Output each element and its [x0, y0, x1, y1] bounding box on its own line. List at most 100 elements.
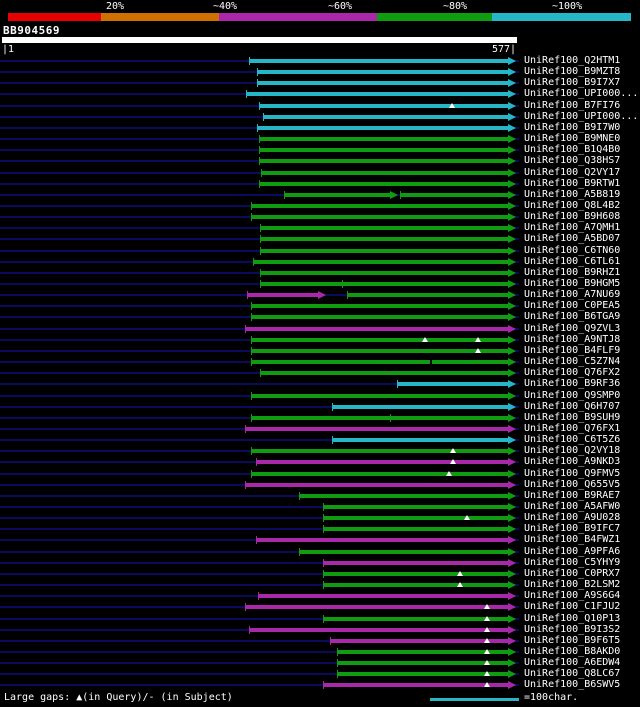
alignment-arrowhead-icon[interactable]: [508, 670, 516, 679]
alignment-bar[interactable]: [251, 335, 508, 344]
hit-label[interactable]: UniRef100_C6TN60: [524, 244, 621, 256]
hit-label[interactable]: UniRef100_B9RTW1: [524, 177, 621, 189]
alignment-bar[interactable]: [261, 168, 508, 177]
alignment-arrowhead-icon[interactable]: [508, 436, 516, 445]
hit-label[interactable]: UniRef100_B1Q4B0: [524, 144, 621, 156]
alignment-bar[interactable]: [337, 670, 508, 679]
alignment-bar[interactable]: [257, 79, 508, 88]
hit-label[interactable]: UniRef100_Q9FMV5: [524, 467, 621, 479]
hit-label[interactable]: UniRef100_A5AFW0: [524, 501, 621, 512]
alignment-bar[interactable]: [251, 413, 508, 422]
alignment-arrowhead-icon[interactable]: [508, 380, 516, 389]
hit-label[interactable]: UniRef100_Q2VY18: [524, 445, 621, 457]
alignment-arrowhead-icon[interactable]: [508, 179, 516, 188]
hit-label[interactable]: UniRef100_Q8L4B2: [524, 199, 621, 211]
hit-label[interactable]: UniRef100_B9HGM5: [524, 278, 621, 289]
alignment-arrowhead-icon[interactable]: [508, 280, 516, 288]
hit-label[interactable]: UniRef100_B9MNE0: [524, 133, 621, 145]
hit-label[interactable]: UniRef100_B9MZT8: [524, 66, 621, 78]
hit-label[interactable]: UniRef100_C1FJU2: [524, 601, 621, 613]
hit-label[interactable]: UniRef100_Q9SMP0: [524, 389, 621, 401]
alignment-bar[interactable]: [251, 469, 508, 478]
hit-label[interactable]: UniRef100_B9RAE7: [524, 489, 621, 501]
alignment-bar[interactable]: [257, 123, 508, 132]
hit-label[interactable]: UniRef100_B9SUH9: [524, 411, 621, 423]
hit-label[interactable]: UniRef100_Q9ZVL3: [524, 322, 621, 334]
alignment-bar[interactable]: [259, 146, 508, 155]
alignment-arrowhead-icon[interactable]: [508, 447, 516, 456]
hit-label[interactable]: UniRef100_UPI000...: [524, 110, 639, 122]
alignment-bar[interactable]: [323, 558, 508, 567]
alignment-bar[interactable]: [245, 603, 508, 612]
alignment-arrowhead-icon[interactable]: [508, 614, 516, 623]
alignment-arrowhead-icon[interactable]: [508, 291, 516, 300]
alignment-bar[interactable]: [251, 213, 508, 222]
hit-label[interactable]: UniRef100_C0PRX7: [524, 567, 621, 579]
alignment-bar[interactable]: [299, 491, 508, 500]
hit-label[interactable]: UniRef100_B9IFC7: [524, 523, 621, 535]
hit-label[interactable]: UniRef100_Q10P13: [524, 612, 621, 624]
hit-label[interactable]: UniRef100_C5YHY9: [524, 556, 621, 568]
alignment-bar[interactable]: [323, 514, 508, 523]
alignment-bar[interactable]: [323, 681, 508, 690]
alignment-arrowhead-icon[interactable]: [508, 603, 516, 612]
alignment-arrowhead-icon[interactable]: [508, 213, 516, 222]
alignment-arrowhead-icon[interactable]: [508, 503, 516, 511]
alignment-arrowhead-icon[interactable]: [508, 625, 516, 634]
alignment-arrowhead-icon[interactable]: [508, 469, 516, 478]
alignment-arrowhead-icon[interactable]: [508, 268, 516, 277]
hit-label[interactable]: UniRef100_Q8LC67: [524, 668, 621, 680]
alignment-bar[interactable]: [260, 224, 508, 233]
alignment-bar[interactable]: [299, 547, 508, 556]
alignment-arrowhead-icon[interactable]: [508, 592, 516, 601]
alignment-bar[interactable]: [247, 291, 318, 300]
alignment-bar[interactable]: [246, 90, 508, 99]
hit-label[interactable]: UniRef100_A9NKD3: [524, 456, 621, 468]
hit-label[interactable]: UniRef100_B9RHZ1: [524, 266, 621, 278]
alignment-bar[interactable]: [251, 447, 508, 456]
hit-label[interactable]: UniRef100_B9I7W0: [524, 121, 621, 133]
alignment-arrowhead-icon[interactable]: [508, 90, 516, 99]
hit-label[interactable]: UniRef100_A9S6G4: [524, 590, 621, 602]
alignment-arrowhead-icon[interactable]: [508, 659, 516, 668]
hit-label[interactable]: UniRef100_C5Z7N4: [524, 356, 621, 368]
alignment-bar[interactable]: [397, 380, 508, 389]
alignment-arrowhead-icon[interactable]: [508, 324, 516, 333]
alignment-bar[interactable]: [256, 458, 508, 467]
alignment-bar[interactable]: [249, 57, 508, 65]
alignment-arrowhead-icon[interactable]: [508, 313, 516, 322]
hit-label[interactable]: UniRef100_B6SWV5: [524, 679, 621, 691]
hit-label[interactable]: UniRef100_A9NTJ8: [524, 333, 621, 345]
hit-label[interactable]: UniRef100_Q2HTM1: [524, 55, 621, 66]
alignment-bar[interactable]: [337, 647, 508, 656]
alignment-arrowhead-icon[interactable]: [508, 257, 516, 266]
alignment-bar[interactable]: [332, 436, 508, 445]
alignment-arrowhead-icon[interactable]: [508, 424, 516, 433]
alignment-arrowhead-icon[interactable]: [508, 536, 516, 545]
alignment-arrowhead-icon[interactable]: [508, 57, 516, 65]
alignment-bar[interactable]: [284, 190, 390, 199]
alignment-bar[interactable]: [323, 614, 508, 623]
hit-label[interactable]: UniRef100_B4FWZ1: [524, 534, 621, 546]
alignment-bar[interactable]: [249, 625, 508, 634]
alignment-bar[interactable]: [323, 569, 508, 578]
hit-label[interactable]: UniRef100_B9RF36: [524, 378, 621, 390]
hit-label[interactable]: UniRef100_Q6H707: [524, 400, 621, 412]
hit-label[interactable]: UniRef100_B7FI76: [524, 99, 621, 111]
alignment-bar[interactable]: [259, 135, 508, 144]
hit-label[interactable]: UniRef100_C6T5Z6: [524, 434, 621, 446]
alignment-bar[interactable]: [258, 592, 508, 601]
alignment-arrowhead-icon[interactable]: [508, 101, 516, 110]
alignment-bar[interactable]: [259, 179, 508, 188]
alignment-bar[interactable]: [251, 313, 508, 322]
alignment-bar[interactable]: [260, 280, 508, 288]
alignment-arrowhead-icon[interactable]: [508, 123, 516, 132]
alignment-bar[interactable]: [251, 346, 508, 355]
alignment-arrowhead-icon[interactable]: [508, 636, 516, 645]
alignment-arrowhead-icon[interactable]: [508, 525, 516, 534]
alignment-bar[interactable]: [245, 424, 508, 433]
alignment-arrowhead-icon[interactable]: [508, 358, 516, 367]
alignment-arrowhead-icon[interactable]: [508, 647, 516, 656]
alignment-bar[interactable]: [323, 525, 508, 534]
hit-label[interactable]: UniRef100_UPI000...: [524, 88, 639, 100]
